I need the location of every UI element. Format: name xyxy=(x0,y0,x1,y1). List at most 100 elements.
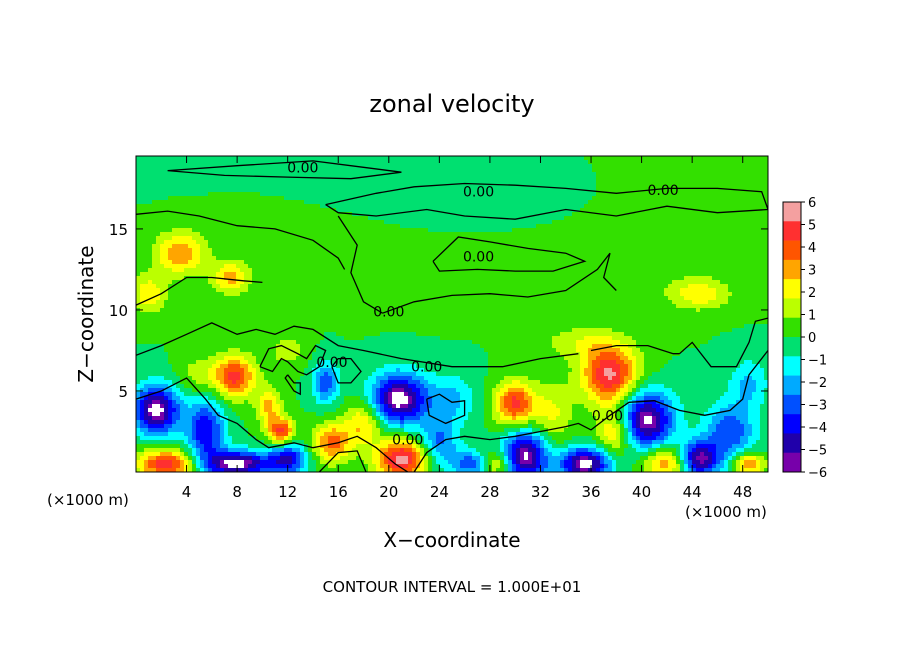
field-cell xyxy=(316,156,321,161)
field-cell xyxy=(740,244,745,249)
field-cell xyxy=(416,232,421,237)
field-cell xyxy=(300,200,305,205)
field-cell xyxy=(436,280,441,285)
field-cell xyxy=(708,244,713,249)
field-cell xyxy=(296,260,301,265)
field-cell xyxy=(392,272,397,277)
field-cell xyxy=(360,188,365,193)
field-cell xyxy=(432,280,437,285)
field-cell xyxy=(368,248,373,253)
field-cell xyxy=(448,196,453,201)
field-cell xyxy=(504,260,509,265)
field-cell xyxy=(232,248,237,253)
field-cell xyxy=(236,252,241,257)
field-cell xyxy=(668,168,673,173)
field-cell xyxy=(424,192,429,197)
field-cell xyxy=(584,220,589,225)
field-cell xyxy=(748,180,753,185)
field-cell xyxy=(660,220,665,225)
field-cell xyxy=(340,240,345,245)
field-cell xyxy=(160,208,165,213)
field-cell xyxy=(344,192,349,197)
field-cell xyxy=(360,264,365,269)
field-cell xyxy=(332,156,337,161)
field-cell xyxy=(664,168,669,173)
field-cell xyxy=(520,192,525,197)
field-cell xyxy=(232,244,237,249)
field-cell xyxy=(680,216,685,221)
field-cell xyxy=(368,276,373,281)
field-cell xyxy=(148,180,153,185)
field-cell xyxy=(164,264,169,269)
field-cell xyxy=(164,236,169,241)
field-cell xyxy=(416,200,421,205)
field-cell xyxy=(216,256,221,261)
field-cell xyxy=(672,268,677,273)
field-cell xyxy=(328,156,333,161)
field-cell xyxy=(628,220,633,225)
field-cell xyxy=(152,168,157,173)
field-cell xyxy=(252,216,257,221)
field-cell xyxy=(408,164,413,169)
field-cell xyxy=(528,200,533,205)
field-cell xyxy=(292,180,297,185)
field-cell xyxy=(556,276,561,281)
field-cell xyxy=(476,252,481,257)
field-cell xyxy=(744,220,749,225)
field-cell xyxy=(548,164,553,169)
field-cell xyxy=(152,280,157,285)
field-cell xyxy=(592,196,597,201)
field-cell xyxy=(224,184,229,189)
field-cell xyxy=(236,176,241,181)
field-cell xyxy=(700,168,705,173)
field-cell xyxy=(432,236,437,241)
field-cell xyxy=(408,160,413,165)
field-cell xyxy=(332,276,337,281)
chart-title: zonal velocity xyxy=(369,90,534,118)
field-cell xyxy=(256,252,261,257)
field-cell xyxy=(336,264,341,269)
field-cell xyxy=(572,240,577,245)
field-cell xyxy=(192,220,197,225)
field-cell xyxy=(136,192,141,197)
field-cell xyxy=(576,208,581,213)
field-cell xyxy=(192,260,197,265)
field-cell xyxy=(224,248,229,253)
field-cell xyxy=(436,200,441,205)
field-cell xyxy=(732,168,737,173)
field-cell xyxy=(712,164,717,169)
field-cell xyxy=(508,176,513,181)
field-cell xyxy=(284,280,289,285)
field-cell xyxy=(608,264,613,269)
field-cell xyxy=(284,192,289,197)
field-cell xyxy=(600,252,605,257)
field-cell xyxy=(136,208,141,213)
field-cell xyxy=(692,184,697,189)
field-cell xyxy=(532,244,537,249)
field-cell xyxy=(632,244,637,249)
field-cell xyxy=(244,156,249,161)
field-cell xyxy=(724,228,729,233)
field-cell xyxy=(388,272,393,277)
field-cell xyxy=(148,224,153,229)
field-cell xyxy=(552,180,557,185)
field-cell xyxy=(456,264,461,269)
field-cell xyxy=(536,240,541,245)
field-cell xyxy=(420,164,425,169)
field-cell xyxy=(460,164,465,169)
field-cell xyxy=(260,200,265,205)
field-cell xyxy=(476,224,481,229)
field-cell xyxy=(296,276,301,281)
field-cell xyxy=(424,188,429,193)
field-cell xyxy=(640,252,645,257)
field-cell xyxy=(572,188,577,193)
field-cell xyxy=(344,248,349,253)
field-cell xyxy=(688,236,693,241)
field-cell xyxy=(440,208,445,213)
field-cell xyxy=(500,172,505,177)
field-cell xyxy=(296,192,301,197)
field-cell xyxy=(628,192,633,197)
field-cell xyxy=(212,244,217,249)
field-cell xyxy=(640,204,645,209)
field-cell xyxy=(724,224,729,229)
